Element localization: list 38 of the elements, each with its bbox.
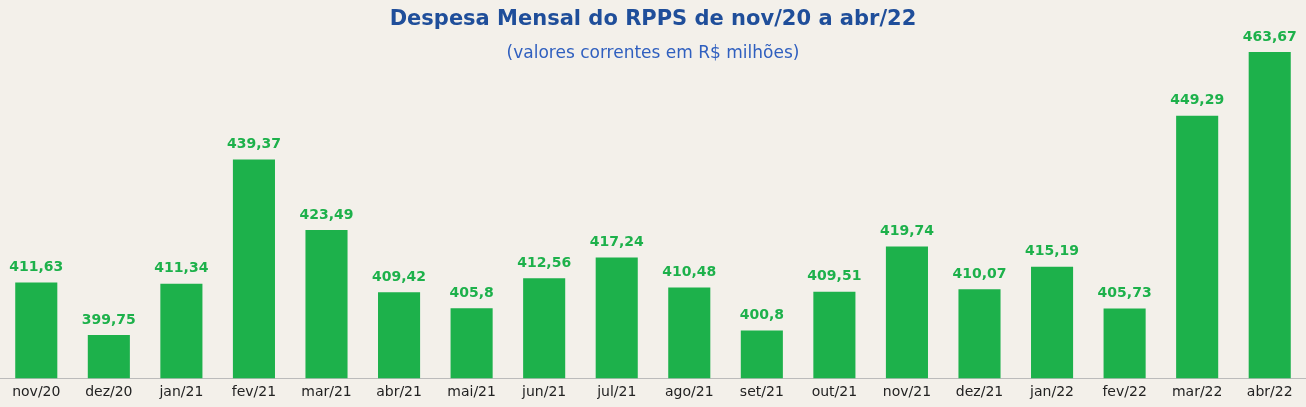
data-label: 410,48 <box>662 263 717 280</box>
x-tick-label: jul/21 <box>596 383 637 400</box>
data-label: 415,19 <box>1025 242 1080 259</box>
data-label: 411,34 <box>154 259 209 276</box>
data-label: 409,51 <box>807 267 862 284</box>
data-label: 419,74 <box>879 222 935 239</box>
x-tick-label: jun/21 <box>521 383 567 400</box>
x-tick-label: nov/21 <box>882 383 932 400</box>
data-label: 417,24 <box>589 233 644 250</box>
x-tick-label: jan/22 <box>1029 383 1074 400</box>
data-label: 423,49 <box>299 205 354 222</box>
x-tick-label: out/21 <box>811 383 858 400</box>
data-label: 411,63 <box>9 258 64 275</box>
x-tick-label: set/21 <box>739 383 784 400</box>
data-label: 463,67 <box>1242 27 1297 44</box>
data-label: 400,8 <box>739 306 784 323</box>
data-label: 405,73 <box>1097 284 1152 301</box>
chart-title: Despesa Mensal do RPPS de nov/20 a abr/22 <box>389 6 917 30</box>
x-tick-label: dez/20 <box>85 383 133 400</box>
x-tick-label: nov/20 <box>12 383 61 400</box>
data-label: 410,07 <box>952 264 1007 281</box>
x-tick-label: abr/22 <box>1246 383 1293 400</box>
x-tick-label: jan/21 <box>158 383 204 400</box>
x-tick-label: mar/22 <box>1171 383 1223 400</box>
x-tick-label: ago/21 <box>665 383 714 400</box>
chart-subtitle: (valores correntes em R$ milhões) <box>505 42 801 62</box>
x-tick-label: fev/22 <box>1102 383 1147 400</box>
data-label: 412,56 <box>517 253 572 270</box>
x-tick-label: abr/21 <box>376 383 422 400</box>
x-tick-label: fev/21 <box>231 383 277 400</box>
data-label: 405,8 <box>449 283 494 300</box>
x-tick-label: mar/21 <box>301 383 352 400</box>
x-tick-label: dez/21 <box>955 383 1004 400</box>
data-label: 409,42 <box>372 267 427 284</box>
data-label: 399,75 <box>81 310 136 327</box>
data-label: 439,37 <box>226 135 281 152</box>
data-label: 449,29 <box>1170 91 1225 108</box>
x-tick-label: mai/21 <box>447 383 496 400</box>
